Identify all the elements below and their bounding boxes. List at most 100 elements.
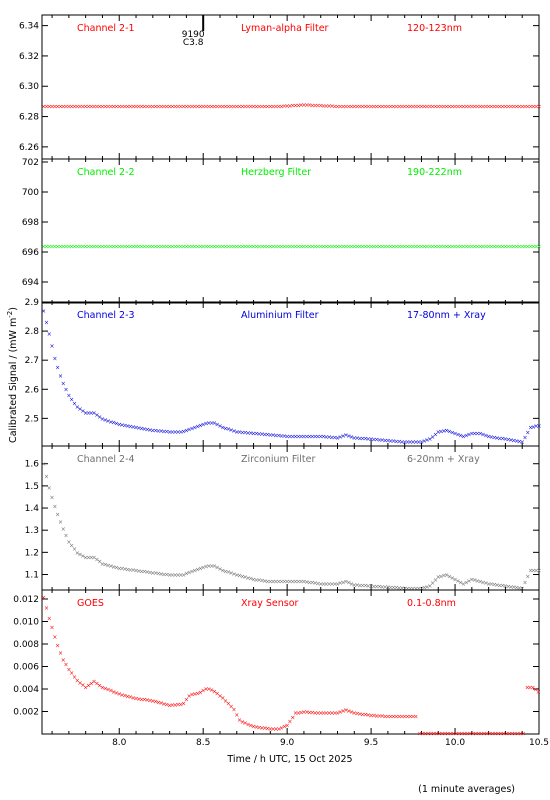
data-point: × (175, 572, 180, 579)
data-point: × (47, 615, 52, 622)
data-point: × (192, 244, 197, 251)
data-point: × (307, 579, 312, 586)
data-point: × (450, 575, 455, 582)
data-point: × (450, 103, 455, 110)
data-point: × (195, 244, 200, 251)
data-point: × (307, 244, 312, 251)
data-point: × (257, 724, 262, 731)
data-point: × (528, 244, 533, 251)
data-point: × (153, 244, 158, 251)
data-point: × (187, 693, 192, 700)
data-point: × (413, 714, 418, 721)
data-point: × (131, 244, 136, 251)
data-point: × (486, 103, 491, 110)
data-point: × (454, 730, 459, 737)
data-point: × (321, 710, 326, 717)
data-point: × (103, 562, 108, 569)
data-point: × (189, 569, 194, 576)
data-point: × (510, 730, 515, 737)
data-point: × (248, 103, 253, 110)
data-point: × (50, 244, 55, 251)
data-point: × (175, 103, 180, 110)
data-point: × (437, 730, 442, 737)
data-point: × (413, 439, 418, 446)
data-point: × (282, 103, 287, 110)
data-point: × (164, 702, 169, 709)
data-point: × (161, 701, 166, 708)
data-point: × (108, 419, 113, 426)
data-point: × (282, 724, 287, 731)
data-point: × (441, 428, 446, 435)
data-point: × (475, 578, 480, 585)
data-point: × (189, 426, 194, 433)
data-point: × (217, 566, 222, 573)
x-tick-label: 9.5 (364, 738, 378, 748)
data-point: × (209, 244, 214, 251)
y-tick-label: 6.34 (19, 22, 39, 32)
data-point: × (175, 244, 180, 251)
data-point: × (254, 577, 259, 584)
data-point: × (184, 244, 189, 251)
data-point: × (80, 553, 85, 560)
data-point: × (75, 550, 80, 557)
data-point: × (184, 103, 189, 110)
data-point: × (44, 474, 49, 481)
data-point: × (257, 103, 262, 110)
data-point: × (187, 427, 192, 434)
data-point: × (486, 581, 491, 588)
data-point: × (61, 244, 66, 251)
data-point: × (374, 583, 379, 590)
data-point: × (161, 103, 166, 110)
data-point: × (332, 710, 337, 717)
data-point: × (433, 577, 438, 584)
data-point: × (366, 103, 371, 110)
data-point: × (159, 571, 164, 578)
data-point: × (517, 103, 522, 110)
data-point: × (89, 410, 94, 417)
data-point: × (262, 578, 267, 585)
data-point: × (111, 420, 116, 427)
data-point: × (355, 711, 360, 718)
panel-2: 694 696 698 700 702 Channel 2-2 Herzberg Filte… (22, 158, 542, 304)
data-point: × (92, 103, 97, 110)
data-point: × (223, 103, 228, 110)
data-point: × (357, 244, 362, 251)
data-point: × (374, 103, 379, 110)
y-tick-label: 0.010 (13, 618, 39, 628)
data-point: × (536, 689, 541, 696)
data-point: × (159, 244, 164, 251)
data-point: × (313, 580, 318, 587)
data-point: × (394, 103, 399, 110)
data-point: × (117, 103, 122, 110)
data-point: × (391, 103, 396, 110)
data-point: × (195, 424, 200, 431)
data-point: × (520, 103, 525, 110)
y-tick-label: 1.5 (25, 482, 39, 492)
data-point: × (525, 244, 530, 251)
data-point: × (341, 579, 346, 586)
data-series: ××××××××××××××××××××××××××××××××××××××××… (41, 461, 541, 592)
data-point: × (245, 244, 250, 251)
data-point: × (514, 103, 519, 110)
data-point: × (117, 244, 122, 251)
data-point: × (153, 699, 158, 706)
data-point: × (357, 582, 362, 589)
data-point: × (189, 244, 194, 251)
data-point: × (226, 701, 231, 708)
data-point: × (528, 103, 533, 110)
data-point: × (134, 425, 139, 432)
data-point: × (237, 429, 242, 436)
data-point: × (363, 103, 368, 110)
data-point: × (318, 433, 323, 440)
data-point: × (50, 103, 55, 110)
data-point: × (467, 431, 472, 438)
data-point: × (52, 355, 57, 362)
data-point: × (385, 438, 390, 445)
panel-filter-label: Lyman-alpha Filter (241, 23, 329, 34)
data-point: × (128, 567, 133, 574)
data-point: × (296, 579, 301, 586)
data-point: × (78, 406, 83, 413)
data-point: × (234, 572, 239, 579)
data-point: × (150, 698, 155, 705)
y-axis-title: Calibrated Signal / (mW m-2) (6, 307, 19, 443)
